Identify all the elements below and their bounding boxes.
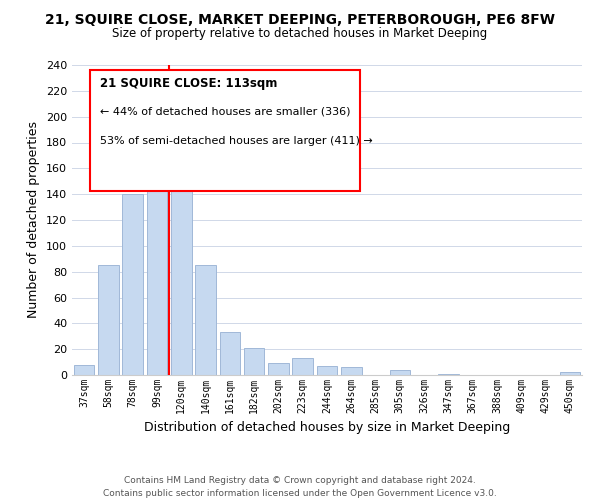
Bar <box>317 366 337 375</box>
Text: 21 SQUIRE CLOSE: 113sqm: 21 SQUIRE CLOSE: 113sqm <box>100 78 277 90</box>
Text: 53% of semi-detached houses are larger (411) →: 53% of semi-detached houses are larger (… <box>100 136 373 146</box>
Text: ← 44% of detached houses are smaller (336): ← 44% of detached houses are smaller (33… <box>100 107 350 117</box>
Bar <box>341 367 362 375</box>
Bar <box>389 370 410 375</box>
Bar <box>438 374 459 375</box>
Bar <box>292 358 313 375</box>
Bar <box>560 372 580 375</box>
FancyBboxPatch shape <box>90 70 360 190</box>
Text: Contains public sector information licensed under the Open Government Licence v3: Contains public sector information licen… <box>103 489 497 498</box>
X-axis label: Distribution of detached houses by size in Market Deeping: Distribution of detached houses by size … <box>144 422 510 434</box>
Bar <box>122 194 143 375</box>
Bar <box>195 265 216 375</box>
Y-axis label: Number of detached properties: Number of detached properties <box>28 122 40 318</box>
Bar <box>244 348 265 375</box>
Bar <box>74 364 94 375</box>
Bar <box>146 119 167 375</box>
Bar <box>98 265 119 375</box>
Bar <box>171 164 191 375</box>
Text: Size of property relative to detached houses in Market Deeping: Size of property relative to detached ho… <box>112 28 488 40</box>
Bar <box>220 332 240 375</box>
Text: Contains HM Land Registry data © Crown copyright and database right 2024.: Contains HM Land Registry data © Crown c… <box>124 476 476 485</box>
Bar <box>268 364 289 375</box>
Text: 21, SQUIRE CLOSE, MARKET DEEPING, PETERBOROUGH, PE6 8FW: 21, SQUIRE CLOSE, MARKET DEEPING, PETERB… <box>45 12 555 26</box>
